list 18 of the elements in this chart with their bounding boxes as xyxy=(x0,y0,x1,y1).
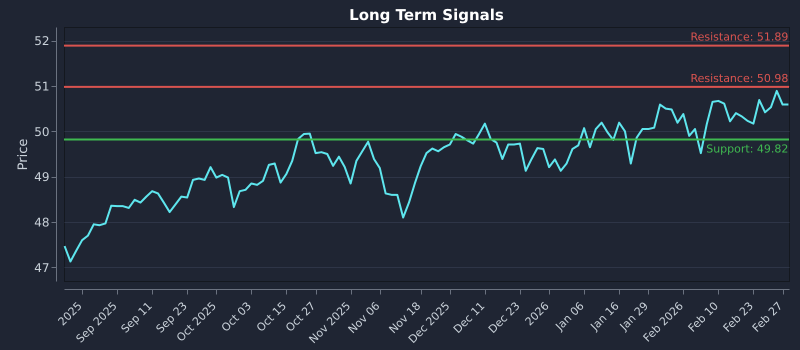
x-tick-label: Feb 10 xyxy=(686,299,721,335)
chart-title: Long Term Signals xyxy=(349,6,504,24)
y-tick-label: 50 xyxy=(34,124,50,139)
y-axis-title: Price xyxy=(16,138,32,170)
ref-line-label: Resistance: 51.89 xyxy=(690,30,788,44)
line-series xyxy=(64,90,790,262)
x-tick-label: Dec 11 xyxy=(450,299,488,336)
x-tick-label: Sep 11 xyxy=(118,299,155,336)
y-tick-label: 48 xyxy=(34,216,50,230)
ref-line-label: Support: 49.82 xyxy=(706,142,788,156)
ref-line-label: Resistance: 50.98 xyxy=(690,72,788,85)
y-tick-label: 52 xyxy=(34,34,50,48)
y-tick-label: 51 xyxy=(34,79,50,94)
x-tick-label: Dec 23 xyxy=(486,299,523,336)
y-tick-label: 47 xyxy=(34,260,50,275)
x-tick-label: Jan 06 xyxy=(552,299,587,334)
x-tick-label: Oct 03 xyxy=(218,299,254,334)
y-tick-label: 49 xyxy=(34,170,50,184)
